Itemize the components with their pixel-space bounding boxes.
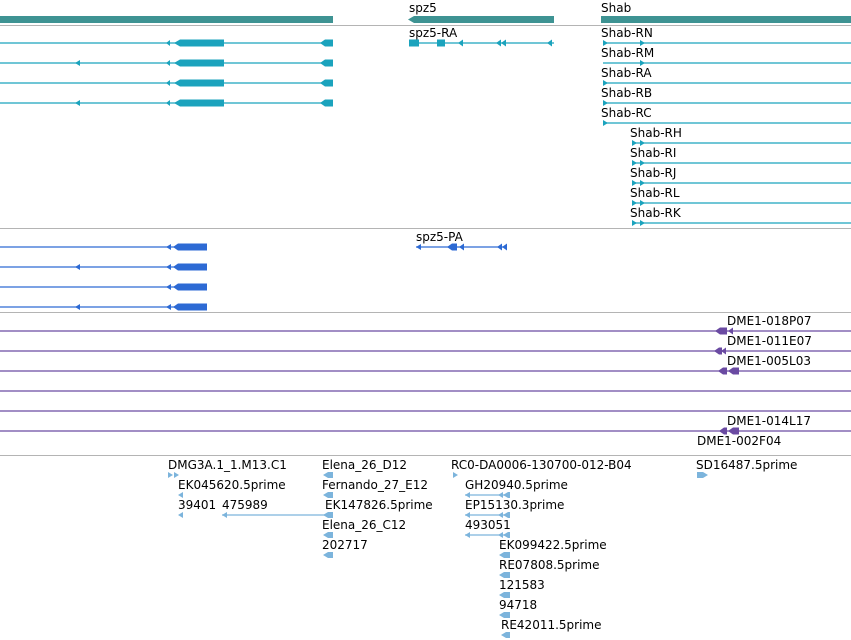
transcript-label: Shab-RH <box>630 126 682 140</box>
est-feature[interactable]: EK099422.5prime <box>499 538 607 558</box>
clone-row-1[interactable]: DME1-018P07 <box>0 314 851 335</box>
est-label: 475989 <box>222 498 268 512</box>
est-label: Elena_26_D12 <box>322 458 407 472</box>
transcript-shab-ra[interactable]: Shab-RA <box>601 66 851 86</box>
protein-left-1[interactable] <box>0 243 207 251</box>
transcript-label: Shab-RI <box>630 146 676 160</box>
transcript-label: Shab-RB <box>601 86 652 100</box>
transcript-left-4[interactable] <box>0 99 333 107</box>
clone-label: DME1-005L03 <box>727 354 811 368</box>
est-label: EK099422.5prime <box>499 538 607 552</box>
gene-bar-left[interactable] <box>0 16 333 23</box>
clone-row-6[interactable]: DME1-014L17 <box>0 414 851 435</box>
est-feature[interactable]: Elena_26_C12 <box>322 518 406 538</box>
transcript-label: Shab-RM <box>601 46 654 60</box>
transcript-shab-rb[interactable]: Shab-RB <box>601 86 851 106</box>
gene-bar-shab[interactable] <box>601 16 851 23</box>
est-feature[interactable]: RC0-DA0006-130700-012-B04 <box>451 458 632 478</box>
protein-left-2[interactable] <box>0 263 207 271</box>
protein-left-3[interactable] <box>0 283 207 291</box>
transcript-label: Shab-RJ <box>630 166 676 180</box>
protein-spz5-pa[interactable]: spz5-PA <box>416 230 507 251</box>
est-feature[interactable]: Fernando_27_E12 <box>322 478 428 498</box>
est-feature[interactable]: RE07808.5prime <box>499 558 600 578</box>
est-feature[interactable]: RE42011.5prime <box>501 618 602 638</box>
est-label: EP15130.3prime <box>465 498 564 512</box>
genes-track: spz5 Shab <box>0 1 851 23</box>
est-label: 121583 <box>499 578 545 592</box>
transcript-label: Shab-RC <box>601 106 652 120</box>
transcript-shab-rh[interactable]: Shab-RH <box>630 126 851 146</box>
ests-track: DMG3A.1_1.M13.C1 EK045620.5prime 39401 4… <box>168 458 797 638</box>
transcript-shab-rm[interactable]: Shab-RM <box>601 46 851 66</box>
gene-label-spz5: spz5 <box>409 1 437 15</box>
transcript-shab-rc[interactable]: Shab-RC <box>601 106 851 126</box>
transcripts-track: spz5-RA Shab-RN Shab-RM Shab-RA <box>0 26 851 226</box>
transcript-shab-rn[interactable]: Shab-RN <box>601 26 851 46</box>
transcript-shab-rj[interactable]: Shab-RJ <box>630 166 851 186</box>
clone-row-3[interactable]: DME1-005L03 <box>0 354 851 375</box>
est-feature[interactable]: SD16487.5prime <box>696 458 797 478</box>
clone-label: DME1-011E07 <box>727 334 812 348</box>
protein-label: spz5-PA <box>416 230 464 244</box>
est-label: RE07808.5prime <box>499 558 600 572</box>
transcript-label: Shab-RL <box>630 186 680 200</box>
gene-bar-spz5[interactable] <box>408 16 554 23</box>
est-label: RE42011.5prime <box>501 618 602 632</box>
est-feature[interactable]: EP15130.3prime <box>465 498 564 518</box>
gene-label-shab: Shab <box>601 1 631 15</box>
est-feature[interactable]: DMG3A.1_1.M13.C1 <box>168 458 287 478</box>
est-label: DMG3A.1_1.M13.C1 <box>168 458 287 472</box>
clone-label: DME1-014L17 <box>727 414 811 428</box>
est-label: GH20940.5prime <box>465 478 568 492</box>
est-feature[interactable]: EK045620.5prime <box>178 478 286 498</box>
est-label: 202717 <box>322 538 368 552</box>
transcript-spz5-ra[interactable]: spz5-RA <box>409 26 554 47</box>
transcript-label: Shab-RA <box>601 66 652 80</box>
est-feature[interactable]: 202717 <box>322 538 368 558</box>
est-feature[interactable]: 94718 <box>499 598 537 618</box>
clone-label: DME1-018P07 <box>727 314 812 328</box>
est-feature[interactable]: GH20940.5prime <box>465 478 568 498</box>
transcript-label: Shab-RK <box>630 206 682 220</box>
est-label: Elena_26_C12 <box>322 518 406 532</box>
est-feature[interactable]: 475989 <box>222 498 333 518</box>
est-feature[interactable]: 493051 <box>465 518 511 538</box>
transcript-left-1[interactable] <box>0 39 333 47</box>
proteins-track: spz5-PA <box>0 230 507 311</box>
est-label: EK147826.5prime <box>325 498 433 512</box>
transcript-label: Shab-RN <box>601 26 653 40</box>
clone-row-2[interactable]: DME1-011E07 <box>0 334 851 355</box>
clone-label: DME1-002F04 <box>697 434 781 448</box>
transcript-shab-rk[interactable]: Shab-RK <box>630 206 851 226</box>
protein-left-4[interactable] <box>0 303 207 311</box>
transcript-left-3[interactable] <box>0 79 333 87</box>
est-label: 493051 <box>465 518 511 532</box>
transcript-label: spz5-RA <box>409 26 458 40</box>
transcript-shab-ri[interactable]: Shab-RI <box>630 146 851 166</box>
est-label: RC0-DA0006-130700-012-B04 <box>451 458 632 472</box>
est-label: SD16487.5prime <box>696 458 797 472</box>
est-label: EK045620.5prime <box>178 478 286 492</box>
est-label: Fernando_27_E12 <box>322 478 428 492</box>
est-feature[interactable]: Elena_26_D12 <box>322 458 407 478</box>
est-label: 94718 <box>499 598 537 612</box>
transcript-shab-rl[interactable]: Shab-RL <box>630 186 851 206</box>
est-feature[interactable]: 39401 <box>178 498 216 518</box>
est-feature[interactable]: 121583 <box>499 578 545 598</box>
est-label: 39401 <box>178 498 216 512</box>
clones-track: DME1-018P07 DME1-011E07 DME1-005L03 DME1… <box>0 314 851 448</box>
transcript-left-2[interactable] <box>0 59 333 67</box>
